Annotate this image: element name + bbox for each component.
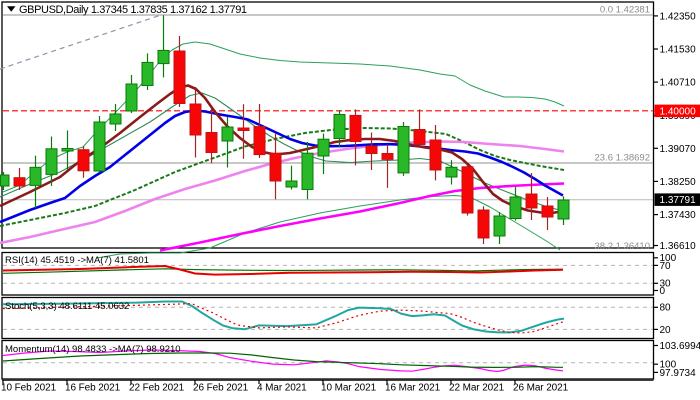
svg-text:38.2 1.36410: 38.2 1.36410: [595, 241, 650, 252]
svg-text:103.6994: 103.6994: [660, 341, 700, 352]
svg-text:4 Mar 2021: 4 Mar 2021: [257, 383, 307, 394]
svg-text:70: 70: [660, 261, 672, 272]
svg-text:0.0 1.42381: 0.0 1.42381: [600, 4, 650, 15]
svg-text:1.42350: 1.42350: [660, 12, 697, 23]
svg-text:23.6 1.38692: 23.6 1.38692: [595, 152, 650, 163]
svg-text:26 Feb 2021: 26 Feb 2021: [193, 383, 249, 394]
svg-text:80: 80: [660, 303, 672, 314]
svg-text:Momentum(14) 98.4833 ->MA(7): Momentum(14) 98.4833 ->MA(7) 98.9210: [5, 344, 181, 355]
svg-text:1.39070: 1.39070: [660, 144, 697, 155]
svg-text:1.38250: 1.38250: [660, 177, 697, 188]
svg-text:100: 100: [660, 360, 677, 371]
svg-text:22 Feb 2021: 22 Feb 2021: [129, 383, 185, 394]
svg-text:30: 30: [660, 279, 672, 290]
svg-text:0: 0: [660, 286, 666, 297]
svg-text:Stoch(5,3,3) 48.6111 45.0632: Stoch(5,3,3) 48.6111 45.0632: [5, 301, 129, 312]
svg-text:97.9734: 97.9734: [660, 368, 697, 379]
svg-text:16 Feb 2021: 16 Feb 2021: [65, 383, 121, 394]
svg-text:GBPUSD,Daily 1.37345 1.37835: GBPUSD,Daily 1.37345 1.37835 1.37162 1.3…: [19, 4, 247, 16]
svg-text:100: 100: [660, 253, 677, 264]
svg-text:1.40000: 1.40000: [660, 106, 697, 117]
svg-text:22 Mar 2021: 22 Mar 2021: [449, 383, 505, 394]
svg-text:20: 20: [660, 325, 672, 336]
svg-text:RSI(14) 45.4519 ->MA(7) 41.58: RSI(14) 45.4519 ->MA(7) 41.5801: [5, 255, 149, 266]
svg-text:1.37791: 1.37791: [660, 195, 697, 206]
svg-text:1.40710: 1.40710: [660, 78, 697, 89]
svg-text:26 Mar 2021: 26 Mar 2021: [513, 383, 569, 394]
svg-text:1.37430: 1.37430: [660, 210, 697, 221]
svg-text:1.36610: 1.36610: [660, 241, 697, 252]
svg-text:10 Mar 2021: 10 Mar 2021: [321, 383, 377, 394]
svg-text:16 Mar 2021: 16 Mar 2021: [385, 383, 441, 394]
svg-text:10 Feb 2021: 10 Feb 2021: [1, 383, 57, 394]
svg-text:1.41530: 1.41530: [660, 45, 697, 56]
